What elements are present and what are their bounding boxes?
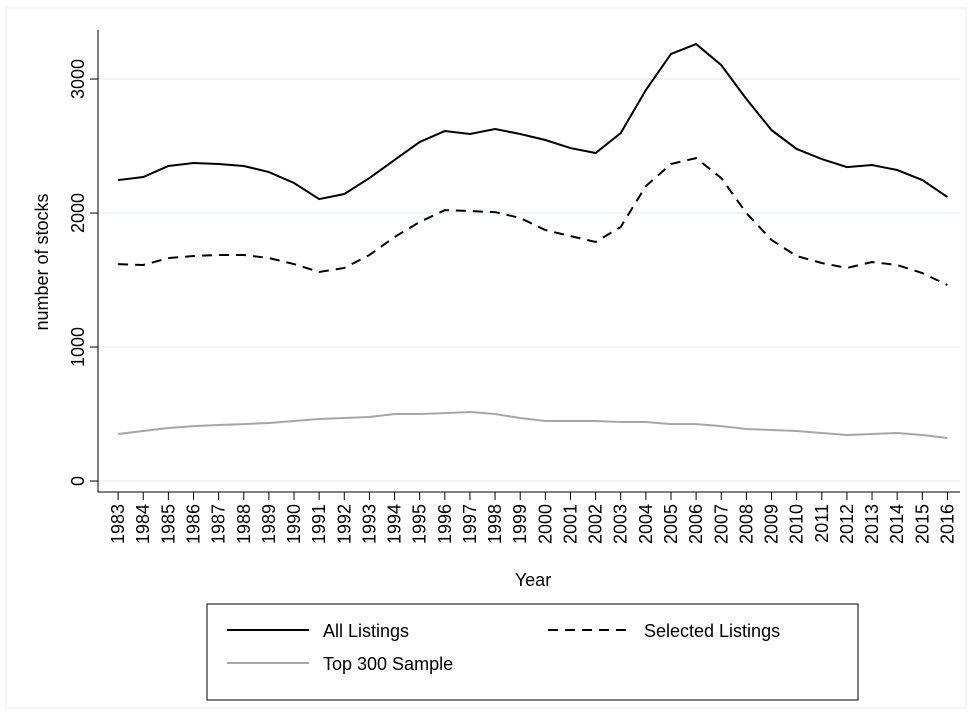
x-tick-label: 1988	[234, 504, 254, 544]
x-tick-label: 1998	[485, 504, 505, 544]
x-tick-label: 1986	[183, 504, 203, 544]
x-tick-label: 2016	[937, 504, 957, 544]
series-line	[118, 157, 948, 286]
x-tick-label: 2001	[560, 504, 580, 544]
x-tick-label: 1987	[209, 504, 229, 544]
x-tick-label: 1996	[435, 504, 455, 544]
x-tick-label: 2005	[661, 504, 681, 544]
x-tick-label: 2011	[812, 504, 832, 543]
x-tick-label: 1999	[510, 504, 530, 544]
x-tick-label: 2012	[837, 504, 857, 544]
legend-label: Top 300 Sample	[323, 654, 453, 674]
y-tick-label: 1000	[68, 327, 88, 367]
legend	[206, 603, 859, 701]
x-tick-label: 1984	[133, 504, 153, 544]
x-tick-label: 2014	[887, 504, 907, 544]
y-tick-label: 2000	[68, 193, 88, 233]
x-tick-label: 1990	[284, 504, 304, 544]
x-tick-label: 2009	[762, 504, 782, 544]
x-tick-label: 2006	[686, 504, 706, 544]
x-tick-label: 1994	[385, 504, 405, 544]
x-tick-label: 2007	[711, 504, 731, 544]
x-tick-label: 2002	[586, 504, 606, 544]
x-tick-label: 1985	[158, 504, 178, 544]
plot-area	[98, 30, 960, 492]
x-tick-label: 1997	[460, 504, 480, 544]
series-line	[117, 42, 948, 201]
y-axis-label: number of stocks	[32, 193, 52, 330]
legend-label: All Listings	[323, 621, 409, 641]
y-tick-label: 3000	[68, 59, 88, 99]
x-tick-label: 2010	[787, 504, 807, 544]
x-tick-label: 1989	[259, 504, 279, 544]
x-tick-label: 1995	[410, 504, 430, 544]
x-tick-label: 2004	[636, 504, 656, 544]
x-tick-label: 2000	[535, 504, 555, 544]
x-axis-label: Year	[515, 570, 551, 590]
x-tick-label: 1983	[108, 504, 128, 544]
x-tick-label: 2003	[611, 504, 631, 544]
legend-label: Selected Listings	[644, 621, 780, 641]
series-line	[117, 411, 948, 439]
x-tick-label: 1991	[309, 504, 329, 544]
x-tick-label: 1992	[334, 504, 354, 544]
y-tick-label: 0	[68, 476, 88, 486]
x-tick-label: 1993	[359, 504, 379, 544]
x-tick-label: 2008	[736, 504, 756, 544]
x-tick-label: 2013	[862, 504, 882, 544]
x-tick-label: 2015	[912, 504, 932, 544]
